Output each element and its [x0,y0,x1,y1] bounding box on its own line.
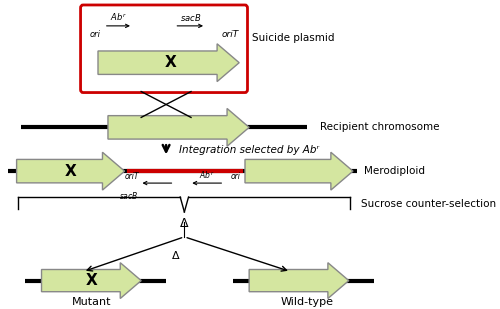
Text: Suicide plasmid: Suicide plasmid [252,33,334,43]
Text: $\Delta$: $\Delta$ [179,217,190,230]
Polygon shape [16,152,124,190]
Text: X: X [64,164,76,179]
Text: X: X [164,55,176,70]
Text: Recipient chromosome: Recipient chromosome [320,122,439,132]
Text: Sucrose counter-selection: Sucrose counter-selection [362,199,496,209]
Polygon shape [108,108,249,146]
Text: oriT: oriT [221,30,238,39]
Polygon shape [245,152,353,190]
Polygon shape [249,263,349,298]
Text: Merodiploid: Merodiploid [364,166,425,176]
Text: ori: ori [90,30,101,39]
Text: oriT: oriT [124,172,138,181]
Text: X: X [86,273,97,288]
Text: $\Delta$: $\Delta$ [172,249,181,261]
Text: $Ab^r$: $Ab^r$ [199,169,214,181]
Text: $sacB$: $sacB$ [180,12,201,23]
FancyBboxPatch shape [80,5,247,92]
Text: ori: ori [231,172,241,181]
Text: Wild-type: Wild-type [281,297,334,307]
Polygon shape [42,263,141,298]
Text: Integration selected by Abʳ: Integration selected by Abʳ [178,145,318,155]
Text: $sacB$: $sacB$ [119,190,139,201]
Polygon shape [98,44,239,82]
Text: $Ab^r$: $Ab^r$ [110,11,127,23]
Text: Mutant: Mutant [72,297,111,307]
